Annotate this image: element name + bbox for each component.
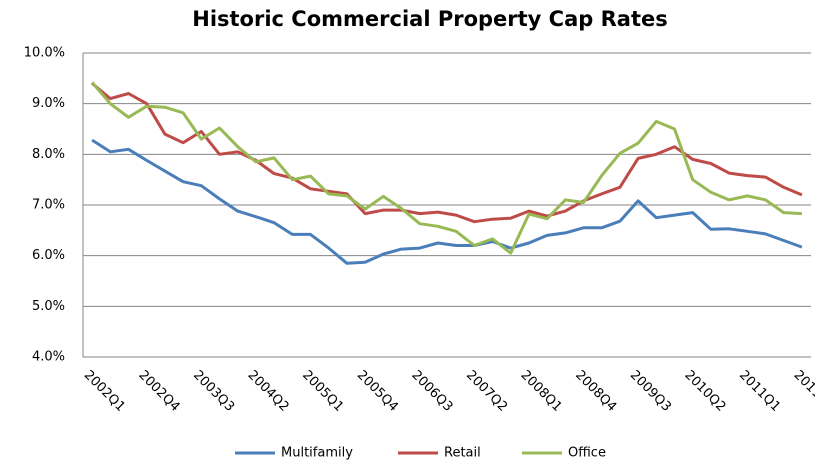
x-tick-label: 2008Q1	[518, 368, 565, 415]
chart-title: Historic Commercial Property Cap Rates	[192, 7, 667, 31]
x-tick-label: 2005Q1	[299, 368, 346, 415]
series-line	[91, 138, 803, 265]
y-tick-label: 10.0%	[24, 46, 65, 61]
x-tick-label: 2011Q1	[736, 368, 783, 415]
x-tick-label: 2004Q2	[245, 368, 292, 415]
x-tick-label: 2002Q1	[81, 368, 128, 415]
legend-label: Office	[568, 446, 606, 461]
x-tick-label: 2008Q4	[572, 368, 619, 415]
x-tick-label: 2009Q3	[627, 368, 674, 415]
x-tick-label: 2010Q2	[681, 368, 728, 415]
x-tick-label: 2007Q2	[463, 368, 510, 415]
y-tick-label: 5.0%	[32, 299, 65, 314]
x-tick-label: 2003Q3	[190, 368, 237, 415]
legend-label: Multifamily	[281, 446, 353, 461]
y-tick-label: 6.0%	[32, 248, 65, 263]
y-tick-label: 8.0%	[32, 147, 65, 162]
x-tick-label: 2005Q4	[354, 368, 401, 415]
x-tick-label: 2011Q4	[791, 368, 815, 415]
legend-label: Retail	[444, 446, 481, 461]
series-line	[90, 81, 802, 255]
x-tick-label: 2002Q4	[135, 368, 182, 415]
x-tick-label: 2006Q3	[408, 368, 455, 415]
y-tick-label: 4.0%	[32, 350, 65, 365]
y-tick-label: 7.0%	[32, 198, 65, 213]
y-tick-label: 9.0%	[32, 96, 65, 111]
